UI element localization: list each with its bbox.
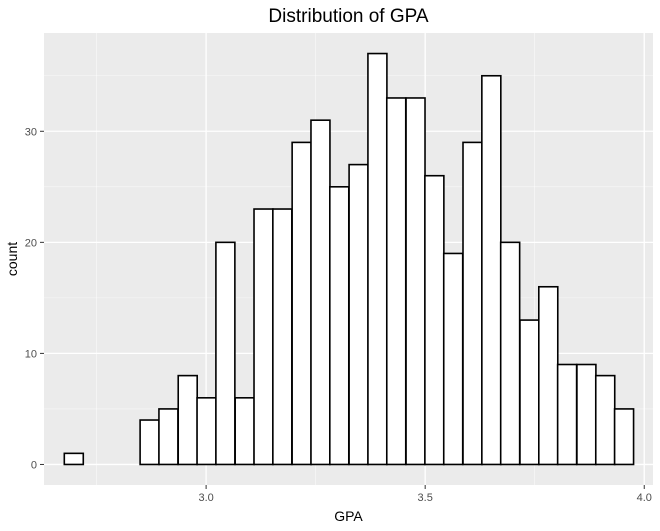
histogram-bar bbox=[405, 97, 426, 466]
histogram-bar bbox=[385, 97, 407, 466]
histogram-bars bbox=[63, 52, 635, 466]
histogram-bar bbox=[538, 285, 559, 466]
histogram-bar bbox=[556, 363, 578, 466]
y-tick-label: 30 bbox=[25, 126, 37, 138]
histogram-bar bbox=[158, 408, 179, 466]
y-axis-ticks: 0 10 20 30 bbox=[25, 126, 44, 471]
histogram-bar bbox=[139, 419, 160, 466]
x-tick-label: 3.0 bbox=[198, 492, 213, 504]
histogram-bar bbox=[177, 374, 198, 466]
histogram-bar bbox=[253, 208, 274, 466]
y-tick-label: 20 bbox=[25, 237, 37, 249]
histogram-bar bbox=[272, 208, 293, 466]
histogram-bar bbox=[215, 241, 236, 466]
x-axis-ticks: 3.0 3.5 4.0 bbox=[198, 485, 652, 504]
histogram-bar bbox=[519, 319, 540, 466]
x-tick-label: 3.5 bbox=[418, 492, 433, 504]
histogram-bar bbox=[576, 363, 597, 466]
histogram-bar bbox=[424, 174, 445, 466]
histogram-bar bbox=[291, 141, 312, 466]
x-axis-title: GPA bbox=[334, 508, 363, 524]
histogram-bar bbox=[329, 186, 350, 466]
histogram-bar bbox=[196, 397, 217, 466]
histogram-bar bbox=[367, 52, 388, 466]
y-tick-label: 0 bbox=[31, 459, 37, 471]
histogram-bar bbox=[499, 241, 521, 466]
y-axis-title: count bbox=[4, 242, 20, 276]
histogram-bar bbox=[310, 119, 331, 466]
histogram-bar bbox=[481, 74, 502, 466]
histogram-bar bbox=[594, 374, 616, 466]
y-tick-label: 10 bbox=[25, 348, 37, 360]
histogram-bar bbox=[613, 408, 635, 466]
chart-title: Distribution of GPA bbox=[268, 6, 428, 27]
histogram-bar bbox=[63, 452, 85, 466]
x-tick-label: 4.0 bbox=[637, 492, 652, 504]
histogram-bar bbox=[462, 141, 483, 466]
histogram-bar bbox=[442, 252, 464, 466]
histogram-bar bbox=[234, 397, 255, 466]
histogram-bar bbox=[348, 163, 369, 466]
